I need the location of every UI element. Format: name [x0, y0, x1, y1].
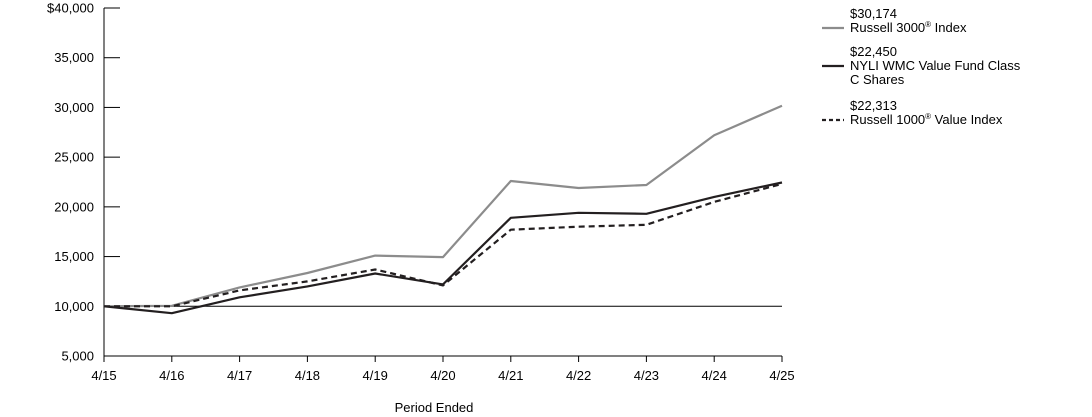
- y-tick-label: 10,000: [54, 299, 94, 314]
- legend-label: C Shares: [850, 72, 905, 87]
- legend-label: Russell 3000® Index: [850, 20, 967, 35]
- x-tick-label: 4/20: [430, 368, 455, 383]
- legend-label: NYLI WMC Value Fund Class: [850, 58, 1021, 73]
- series-line-1: [103, 104, 783, 308]
- x-tick-label: 4/19: [363, 368, 388, 383]
- x-tick-label: 4/15: [91, 368, 116, 383]
- y-tick-label: $40,000: [47, 1, 94, 16]
- x-tick-label: 4/18: [295, 368, 320, 383]
- x-tick-label: 4/23: [634, 368, 659, 383]
- axes: 5,000 10,000 15,000 20,000 25,000 30,000 35,00…: [47, 1, 795, 416]
- y-tick-label: 20,000: [54, 199, 94, 214]
- x-tick-label: 4/25: [769, 368, 794, 383]
- legend-end-value: $22,450: [850, 44, 897, 59]
- x-tick-label: 4/22: [566, 368, 591, 383]
- y-tick-label: 30,000: [54, 100, 94, 115]
- series-line-2: [103, 181, 783, 315]
- y-tick-label: 25,000: [54, 150, 94, 165]
- y-tick-label: 15,000: [54, 249, 94, 264]
- y-tick-label: 5,000: [61, 349, 94, 364]
- series-line-3: [104, 182, 783, 308]
- series-lines: [103, 104, 783, 315]
- legend-end-value: $22,313: [850, 98, 897, 113]
- y-tick-label: 35,000: [54, 50, 94, 65]
- legend-end-value: $30,174: [850, 6, 897, 21]
- x-axis-title: Period Ended: [395, 400, 474, 415]
- x-tick-label: 4/17: [227, 368, 252, 383]
- x-tick-label: 4/16: [159, 368, 184, 383]
- x-tick-label: 4/21: [498, 368, 523, 383]
- x-tick-label: 4/24: [702, 368, 727, 383]
- legend-label: Russell 1000® Value Index: [850, 112, 1003, 127]
